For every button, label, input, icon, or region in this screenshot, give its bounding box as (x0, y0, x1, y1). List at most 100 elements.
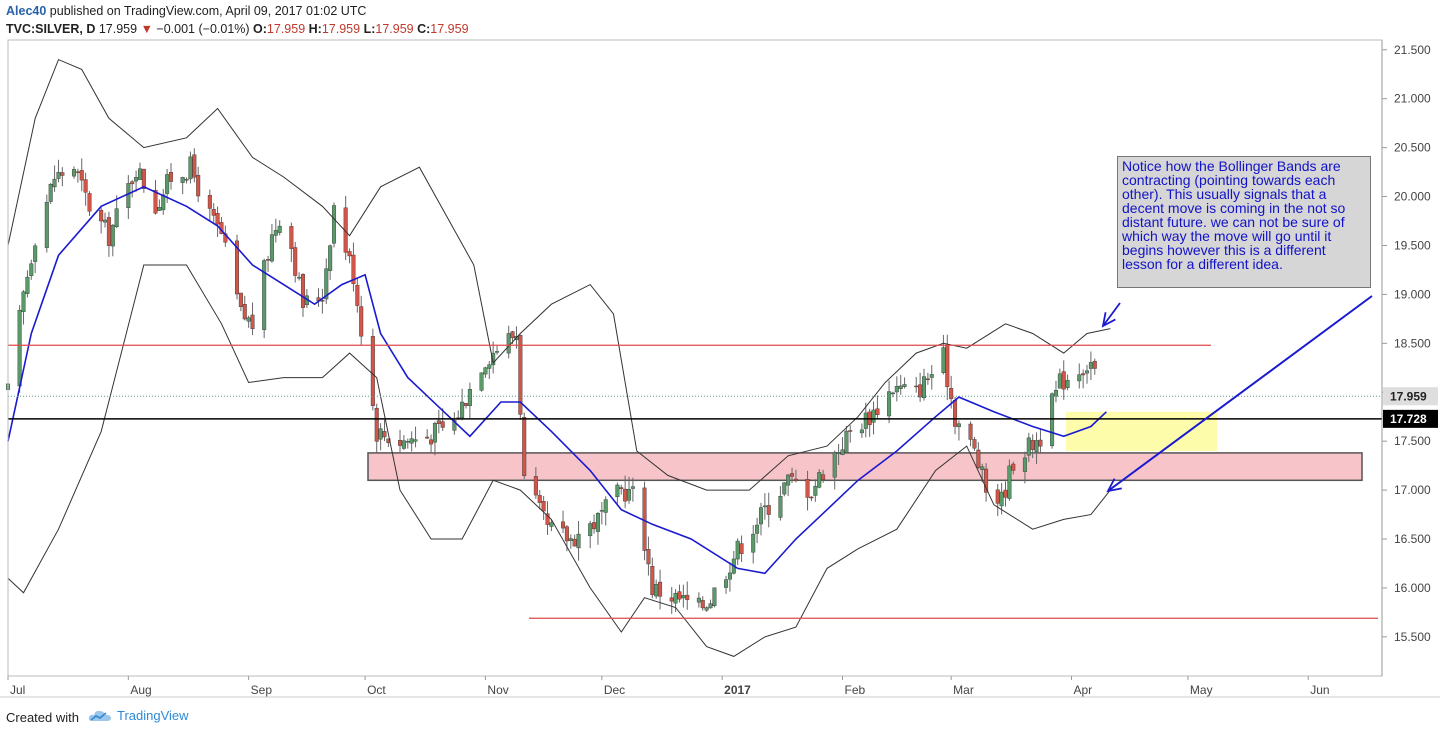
candle-down (300, 274, 305, 308)
candle-down (945, 344, 950, 387)
candle-down (351, 254, 356, 285)
candle-down (700, 600, 705, 609)
annotation-note[interactable]: Notice how the Bollinger Bands are contr… (1117, 156, 1371, 288)
candle-down (685, 594, 690, 600)
bollinger-upper-band (7, 58, 1111, 491)
close-label: C: (417, 22, 431, 36)
candle-down (75, 171, 80, 174)
candle-up (568, 538, 573, 541)
price-change: −0.001 (−0.01%) (156, 22, 250, 36)
candle-up (941, 347, 946, 373)
candle-down (976, 449, 981, 469)
candle-up (332, 205, 337, 244)
candle-up (483, 367, 488, 375)
candle-up (157, 207, 162, 211)
x-tick-label: Nov (487, 683, 508, 697)
candle-up (836, 452, 841, 454)
publish-date: published on TradingView.com, April 09, … (49, 4, 367, 18)
candle-down (1003, 489, 1008, 498)
candle-up (956, 423, 961, 428)
candle-down (821, 474, 826, 481)
candle-up (495, 351, 500, 353)
candle-down (211, 209, 216, 216)
candle-up (48, 184, 53, 202)
candle-down (1092, 360, 1097, 369)
x-tick-label: May (1190, 683, 1213, 697)
candle-up (262, 260, 267, 330)
candle-down (592, 522, 597, 530)
candle-up (681, 595, 686, 599)
candle-down (60, 172, 65, 176)
footer: Created with TradingView (0, 700, 1440, 735)
created-with-label: Created with (6, 710, 79, 725)
candle-down (1061, 371, 1066, 390)
candle-up (630, 486, 635, 489)
change-down-icon: ▼ (140, 22, 153, 36)
candle-up (52, 178, 57, 188)
candle-up (479, 372, 484, 391)
tradingview-link[interactable]: TradingView (88, 708, 189, 723)
author-link[interactable]: Alec40 (6, 4, 47, 18)
candle-up (103, 219, 108, 223)
tradingview-cloud-icon (88, 710, 111, 721)
candle-up (890, 392, 895, 395)
candle-up (654, 584, 659, 597)
open-label: O: (253, 22, 267, 36)
candle-down (1038, 439, 1043, 447)
candle-down (564, 526, 569, 542)
candle-up (405, 441, 410, 443)
candle-down (510, 331, 515, 339)
last-price: 17.959 (98, 22, 138, 36)
y-tick-label: 15.500 (1394, 630, 1431, 644)
x-tick-label: Dec (604, 683, 625, 697)
candle-down (359, 306, 364, 337)
candle-down (464, 403, 469, 406)
candle-down (370, 336, 375, 406)
x-tick-label: Jun (1310, 683, 1329, 697)
candle-up (778, 496, 783, 518)
long-arrowhead-icon (1106, 478, 1122, 493)
x-tick-label: Aug (130, 683, 151, 697)
candle-down (848, 430, 853, 432)
candle-down (141, 168, 146, 189)
candle-up (712, 587, 717, 607)
bollinger-lower-band (7, 264, 1111, 657)
candle-up (1077, 374, 1082, 382)
candle-down (79, 170, 84, 181)
high-label: H: (308, 22, 322, 36)
candle-down (1081, 373, 1086, 376)
candle-up (704, 607, 709, 611)
candle-down (572, 538, 577, 547)
candle-down (972, 439, 977, 449)
candle-down (918, 384, 923, 398)
candle-up (603, 499, 608, 513)
candle-down (169, 172, 174, 182)
candle-up (840, 449, 845, 455)
last-price-tag: 17.959 (1390, 389, 1427, 403)
candle-down (429, 439, 434, 445)
candle-up (378, 428, 383, 440)
level-price-tag: 17.728 (1390, 412, 1427, 426)
candle-down (984, 468, 989, 493)
candle-down (355, 284, 360, 306)
candle-down (106, 217, 111, 246)
chart-header: Alec40 published on TradingView.com, Apr… (0, 0, 1440, 40)
candle-down (541, 501, 546, 512)
candle-up (863, 412, 868, 429)
x-tick-label: Jul (10, 683, 25, 697)
candle-down (545, 513, 550, 525)
candle-down (619, 487, 624, 489)
candle-down (677, 591, 682, 600)
candle-up (409, 438, 414, 444)
candle-down (623, 488, 628, 502)
candle-up (114, 208, 119, 227)
y-tick-label: 16.000 (1394, 581, 1431, 595)
tradingview-brand: TradingView (117, 708, 189, 723)
candle-down (669, 597, 674, 602)
candle-up (413, 439, 418, 442)
candle-up (328, 245, 333, 271)
candle-down (949, 388, 954, 400)
candle-up (1026, 437, 1031, 456)
candle-up (71, 169, 76, 177)
